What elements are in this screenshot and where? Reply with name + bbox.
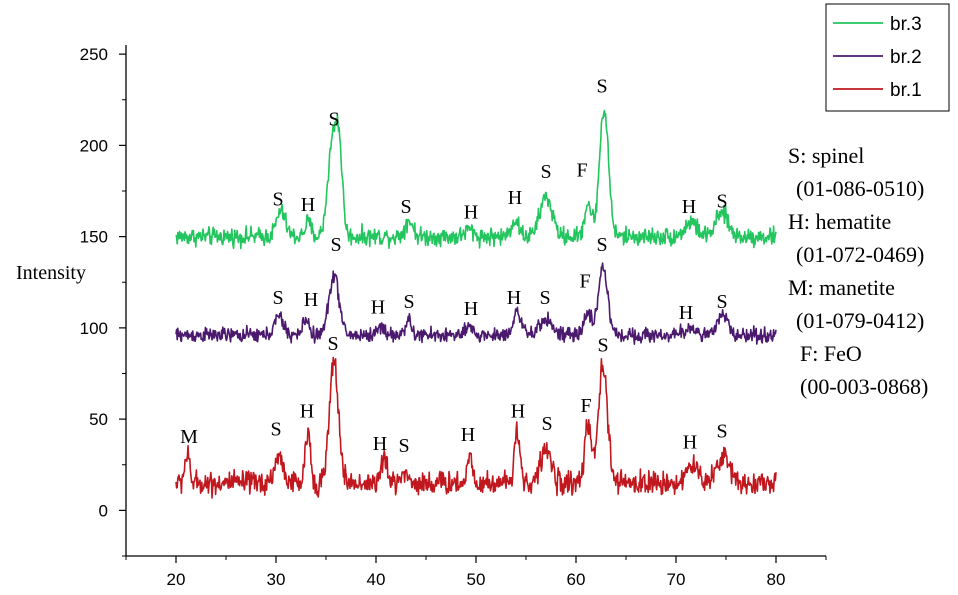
x-tick-label: 40 (367, 570, 386, 589)
peak-label: S (403, 291, 414, 313)
peak-label: H (304, 289, 318, 311)
peak-label: F (579, 271, 590, 293)
note-line: (00-003-0868) (800, 374, 928, 399)
legend: br.3 br.2 br.1 (825, 3, 950, 112)
x-tick-label: 30 (267, 570, 286, 589)
note-line: F: FeO (800, 341, 862, 366)
series-layer (175, 109, 777, 499)
legend-label: br.3 (890, 14, 922, 35)
peak-label: H (507, 287, 521, 309)
series-line-br.3 (175, 109, 777, 250)
peak-label: S (327, 333, 338, 355)
x-tick-label: 50 (467, 570, 486, 589)
note-line: (01-086-0510) (796, 176, 924, 201)
peak-label: S (400, 196, 411, 218)
peak-label: H (371, 296, 385, 318)
y-tick-label: 200 (80, 136, 108, 155)
y-axis-label: Intensity (16, 262, 86, 284)
note-line: (01-079-0412) (796, 308, 924, 333)
peak-label: H (682, 196, 696, 218)
peak-label: H (464, 201, 478, 223)
peak-label: H (300, 400, 314, 422)
peak-label: S (541, 413, 552, 435)
peak-label: H (511, 400, 525, 422)
legend-label: br.1 (890, 80, 922, 101)
note-line: M: manetite (788, 275, 895, 300)
legend-label: br.2 (890, 47, 922, 68)
peak-label: H (464, 298, 478, 320)
peak-label: S (597, 335, 608, 357)
peak-label: H (373, 433, 387, 455)
note-line: S: spinel (788, 143, 864, 168)
x-tick-label: 60 (567, 570, 586, 589)
peak-label: H (508, 187, 522, 209)
peak-label: F (576, 159, 587, 181)
peak-label: H (683, 431, 697, 453)
peak-label: S (398, 435, 409, 457)
x-tick-label: 80 (767, 570, 786, 589)
axes: 0 50 100 150 200 250 20 30 40 50 60 70 80 (80, 45, 827, 589)
peak-label: S (330, 234, 341, 256)
y-tick-label: 50 (89, 410, 108, 429)
x-tick-label: 70 (667, 570, 686, 589)
peak-label: F (580, 395, 591, 417)
x-tick-label: 20 (167, 570, 186, 589)
peak-label: S (540, 161, 551, 183)
peak-label: S (596, 234, 607, 256)
peak-label: S (716, 291, 727, 313)
peak-label: H (301, 194, 315, 216)
y-tick-label: 250 (80, 45, 108, 64)
note-line: H: hematite (788, 209, 891, 234)
y-tick-label: 100 (80, 319, 108, 338)
peak-label: S (596, 75, 607, 97)
peak-label: S (328, 108, 339, 130)
legend-box (825, 3, 950, 112)
peak-label: S (716, 420, 727, 442)
peak-label: S (270, 419, 281, 441)
y-tick-label: 0 (99, 501, 108, 520)
peak-label: S (716, 190, 727, 212)
note-line: (01-072-0469) (796, 242, 924, 267)
peak-label: H (461, 424, 475, 446)
peak-label: S (272, 287, 283, 309)
peak-label: H (679, 302, 693, 324)
y-tick-label: 150 (80, 228, 108, 247)
peak-label: S (272, 189, 283, 211)
phase-notes: S: spinel (01-086-0510) H: hematite (01-… (788, 143, 928, 399)
series-line-br.2 (175, 262, 777, 346)
peak-label: M (180, 426, 198, 448)
peak-label: S (539, 287, 550, 309)
series-line-br.1 (175, 356, 777, 499)
